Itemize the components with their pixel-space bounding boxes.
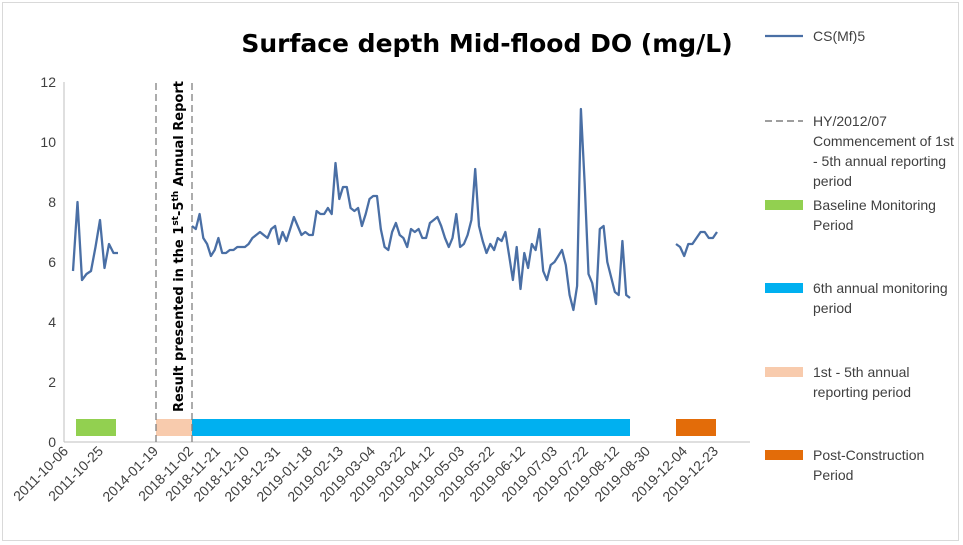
y-tick-label: 2 xyxy=(48,374,56,390)
plot-axes: 0 2 4 6 8 10 12 xyxy=(40,74,750,450)
period-bar xyxy=(676,419,716,436)
y-tick-label: 8 xyxy=(48,194,56,210)
legend-label: 6th annual monitoring period xyxy=(813,280,948,316)
period-bar xyxy=(156,419,192,436)
annotation-text: Result presented in the 1st-5th Annual R… xyxy=(171,81,187,412)
y-tick-label: 6 xyxy=(48,254,56,270)
series-lines xyxy=(71,107,718,312)
period-bars xyxy=(76,419,716,436)
period-bar xyxy=(76,419,116,436)
y-tick-label: 12 xyxy=(40,74,56,90)
chart-title: Surface depth Mid-flood DO (mg/L) xyxy=(241,29,732,58)
legend-swatch-rect xyxy=(765,450,803,460)
period-bar xyxy=(192,419,630,436)
x-tick-labels: 2011-10-062011-10-252014-01-192018-11-02… xyxy=(10,443,721,505)
legend-label: HY/2012/07 Commencement of 1st - 5th annua… xyxy=(813,113,954,189)
legend-swatch-rect xyxy=(765,200,803,210)
y-tick-label: 0 xyxy=(48,434,56,450)
legend-swatch-rect xyxy=(765,283,803,293)
legend-swatch-rect xyxy=(765,367,803,377)
legend-label: 1st - 5th annual reporting period xyxy=(813,364,911,400)
y-tick-label: 10 xyxy=(40,134,56,150)
series-line-segment xyxy=(191,107,631,312)
reference-lines xyxy=(155,83,193,442)
legend-label: Post-Construction Period xyxy=(813,447,924,483)
series-line-segment xyxy=(71,200,118,282)
legend-label: CS(Mf)5 xyxy=(813,28,865,44)
y-tick-label: 4 xyxy=(48,314,56,330)
legend-label: Baseline Monitoring Period xyxy=(813,197,936,233)
series-line-segment xyxy=(675,230,718,258)
annotation: Result presented in the 1st-5th Annual R… xyxy=(171,81,187,412)
legend: CS(Mf)5 HY/2012/07 Commencement of 1st - 5t… xyxy=(765,28,954,483)
chart-svg: Surface depth Mid-flood DO (mg/L) 0 2 4 6 8 1… xyxy=(10,28,954,505)
